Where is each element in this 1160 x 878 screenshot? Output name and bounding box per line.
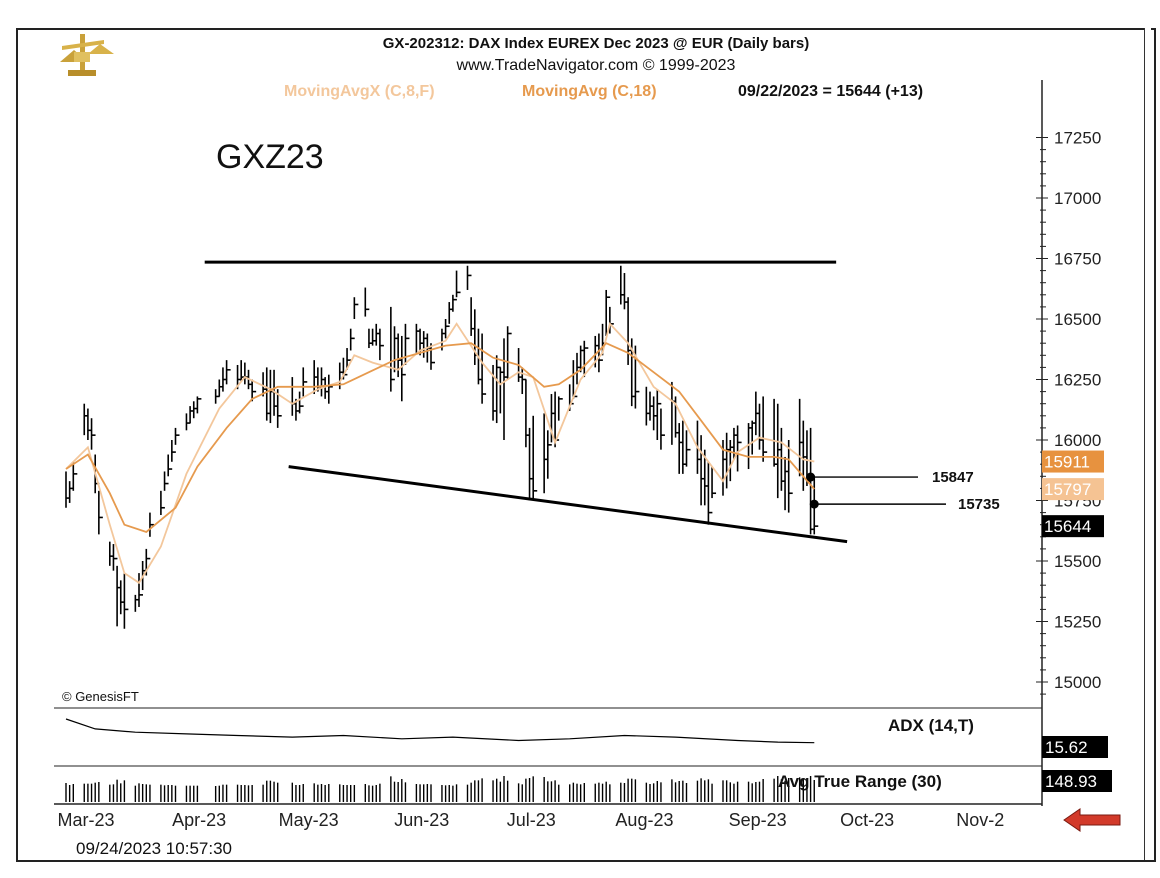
x-axis: Mar-23 Apr-23 May-23 Jun-23 Jul-23 Aug-23 Sep-… <box>57 810 1004 830</box>
adx-line <box>65 718 815 744</box>
y-tick-label: 16500 <box>1054 310 1101 329</box>
atr-value-text: 148.93 <box>1045 772 1097 791</box>
atr-label: Avg True Range (30) <box>778 772 942 791</box>
x-tick-label: Aug-23 <box>615 810 673 830</box>
y-tick-label: 16750 <box>1054 250 1101 269</box>
ma-slow-line <box>65 342 815 534</box>
copyright-label: © GenesisFT <box>62 689 139 704</box>
adx-value-text: 15.62 <box>1045 738 1088 757</box>
y-tick-label: 17250 <box>1054 129 1101 148</box>
y-axis: 1725017000167501650016250160001575015500… <box>1036 129 1101 695</box>
adx-label: ADX (14,T) <box>888 716 974 735</box>
annotation-label: 15847 <box>932 469 974 486</box>
ma-slow-price-tag-text: 15797 <box>1044 480 1091 499</box>
y-tick-label: 15500 <box>1054 552 1101 571</box>
y-tick-label: 16250 <box>1054 371 1101 390</box>
last-price-tag <box>1042 515 1104 538</box>
y-tick-label: 17000 <box>1054 189 1101 208</box>
trendline-support <box>288 465 848 544</box>
price-bars <box>65 265 819 629</box>
ma-fast-price-tag-text: 15911 <box>1044 453 1090 472</box>
x-tick-label: Sep-23 <box>729 810 787 830</box>
x-tick-label: Oct-23 <box>840 810 894 830</box>
y-tick-label: 15000 <box>1054 673 1101 692</box>
y-tick-label: 16000 <box>1054 431 1101 450</box>
atr-value-tag <box>1042 770 1112 792</box>
price-annotations: 15847 15735 <box>806 469 1000 513</box>
adx-panel <box>65 718 815 744</box>
ma-slow-price-tag <box>1042 478 1104 501</box>
timestamp-label: 09/24/2023 10:57:30 <box>76 839 232 858</box>
legend-ma-fast: MovingAvgX (C,8,F) <box>284 83 435 100</box>
y-tick-label: 15250 <box>1054 613 1101 632</box>
x-tick-label: May-23 <box>279 810 339 830</box>
trendlines <box>204 260 848 544</box>
adx-value-tag <box>1042 736 1108 758</box>
price-tags: 15911 15797 15644 <box>1042 450 1104 538</box>
chart-title: GX-202312: DAX Index EUREX Dec 2023 @ EU… <box>383 35 809 52</box>
ma-fast-line <box>65 321 815 585</box>
x-tick-label: Nov-2 <box>956 810 1004 830</box>
x-tick-label: Apr-23 <box>172 810 226 830</box>
x-tick-label: Jun-23 <box>394 810 449 830</box>
x-tick-label: Jul-23 <box>507 810 556 830</box>
last-quote: 09/22/2023 = 15644 (+13) <box>738 83 923 100</box>
x-tick-label: Mar-23 <box>57 810 114 830</box>
last-price-tag-text: 15644 <box>1044 517 1091 536</box>
window-edge <box>1144 28 1151 860</box>
balance-scale-logo <box>60 34 114 76</box>
ma-fast-price-tag <box>1042 450 1104 473</box>
chart-source: www.TradeNavigator.com © 1999-2023 <box>456 57 736 74</box>
symbol-label: GXZ23 <box>216 138 324 176</box>
legend-ma-slow: MovingAvg (C,18) <box>522 83 657 100</box>
annotation-label: 15735 <box>958 496 1000 513</box>
red-arrow-icon <box>1063 808 1121 832</box>
chart-frame <box>16 28 1156 862</box>
atr-panel <box>65 776 815 802</box>
moving-average-lines <box>65 321 815 585</box>
